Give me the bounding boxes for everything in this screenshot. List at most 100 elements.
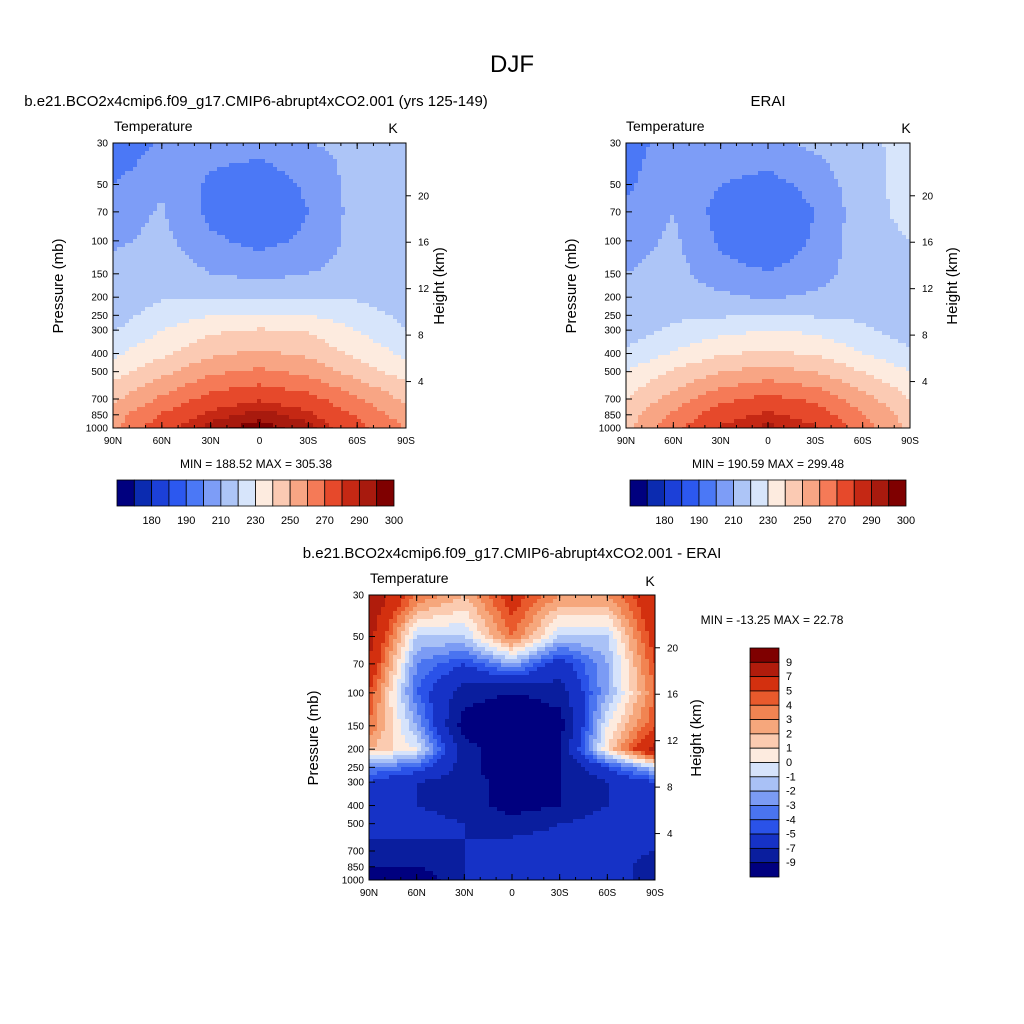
contour-cell <box>161 379 166 384</box>
contour-cell <box>389 179 394 184</box>
contour-cell <box>205 255 210 260</box>
contour-cell <box>309 327 314 332</box>
contour-cell <box>245 251 250 256</box>
contour-cell <box>289 143 294 148</box>
contour-cell <box>245 343 250 348</box>
contour-cell <box>333 163 338 168</box>
contour-cell <box>305 315 310 320</box>
contour-cell <box>269 327 274 332</box>
contour-cell <box>121 235 126 240</box>
contour-cell <box>253 259 258 264</box>
contour-cell <box>349 179 354 184</box>
contour-cell <box>349 219 354 224</box>
contour-cell <box>341 291 346 296</box>
contour-cell <box>393 295 398 300</box>
contour-cell <box>289 219 294 224</box>
contour-cell <box>141 159 146 164</box>
contour-cell <box>341 223 346 228</box>
contour-cell <box>301 219 306 224</box>
contour-cell <box>345 243 350 248</box>
contour-cell <box>165 235 170 240</box>
contour-cell <box>137 251 142 256</box>
contour-cell <box>321 299 326 304</box>
contour-cell <box>261 151 266 156</box>
contour-cell <box>221 151 226 156</box>
contour-cell <box>361 251 366 256</box>
contour-cell <box>157 183 162 188</box>
contour-cell <box>141 335 146 340</box>
contour-cell <box>241 395 246 400</box>
contour-cell <box>381 363 386 368</box>
contour-cell <box>217 247 222 252</box>
contour-cell <box>137 279 142 284</box>
contour-cell <box>125 339 130 344</box>
contour-cell <box>269 391 274 396</box>
contour-cell <box>341 335 346 340</box>
contour-cell <box>349 203 354 208</box>
contour-cell <box>249 295 254 300</box>
contour-cell <box>169 147 174 152</box>
contour-cell <box>293 303 298 308</box>
contour-cell <box>273 275 278 280</box>
contour-cell <box>273 219 278 224</box>
contour-cell <box>221 371 226 376</box>
contour-cell <box>193 403 198 408</box>
contour-cell <box>393 247 398 252</box>
contour-cell <box>205 263 210 268</box>
contour-cell <box>337 247 342 252</box>
contour-cell <box>313 339 318 344</box>
contour-cell <box>121 203 126 208</box>
contour-cell <box>385 267 390 272</box>
contour-cell <box>125 411 130 416</box>
contour-cell <box>397 199 402 204</box>
contour-cell <box>393 147 398 152</box>
contour-cell <box>225 387 230 392</box>
contour-cell <box>281 251 286 256</box>
contour-cell <box>209 375 214 380</box>
contour-cell <box>329 375 334 380</box>
contour-cell <box>169 183 174 188</box>
contour-cell <box>161 155 166 160</box>
contour-cell <box>313 287 318 292</box>
contour-cell <box>145 299 150 304</box>
contour-cell <box>157 147 162 152</box>
contour-cell <box>245 411 250 416</box>
contour-cell <box>137 407 142 412</box>
contour-cell <box>317 279 322 284</box>
contour-cell <box>349 287 354 292</box>
contour-cell <box>301 387 306 392</box>
contour-cell <box>341 299 346 304</box>
contour-cell <box>277 199 282 204</box>
contour-cell <box>189 375 194 380</box>
contour-cell <box>357 163 362 168</box>
contour-cell <box>241 407 246 412</box>
contour-cell <box>281 243 286 248</box>
contour-cell <box>349 303 354 308</box>
contour-cell <box>337 171 342 176</box>
contour-cell <box>229 199 234 204</box>
contour-cell <box>189 411 194 416</box>
contour-cell <box>353 147 358 152</box>
contour-cell <box>329 371 334 376</box>
contour-cell <box>321 379 326 384</box>
contour-cell <box>381 259 386 264</box>
contour-cell <box>261 399 266 404</box>
contour-cell <box>121 271 126 276</box>
contour-cell <box>261 383 266 388</box>
contour-cell <box>289 291 294 296</box>
contour-cell <box>365 363 370 368</box>
contour-cell <box>157 143 162 148</box>
contour-cell <box>225 247 230 252</box>
contour-cell <box>205 203 210 208</box>
contour-cell <box>305 171 310 176</box>
contour-cell <box>361 195 366 200</box>
contour-cell <box>289 159 294 164</box>
contour-cell <box>369 399 374 404</box>
contour-cell <box>213 191 218 196</box>
contour-cell <box>113 191 118 196</box>
contour-cell <box>377 155 382 160</box>
contour-cell <box>377 283 382 288</box>
contour-cell <box>121 223 126 228</box>
contour-cell <box>205 387 210 392</box>
contour-cell <box>401 259 406 264</box>
